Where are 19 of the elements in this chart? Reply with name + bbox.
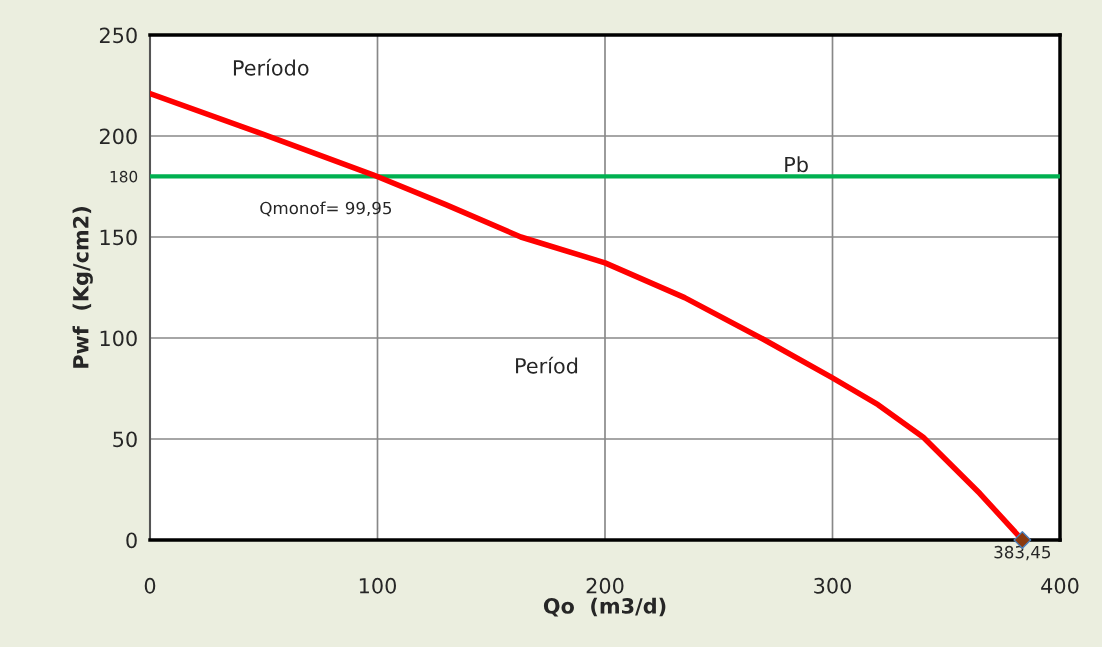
annotation: Período bbox=[233, 58, 309, 76]
y-tick-label: 100 bbox=[100, 330, 137, 347]
y-tick-label: 150 bbox=[100, 229, 137, 246]
x-tick-label: 300 bbox=[814, 577, 851, 594]
y-tick-label: 0 bbox=[126, 532, 137, 549]
x-tick-label: 100 bbox=[359, 577, 396, 594]
annotation: Qmonof= 99,95 bbox=[260, 201, 392, 217]
annotation: Períod bbox=[516, 356, 578, 374]
x-tick-label: 200 bbox=[586, 577, 624, 594]
y-tick-label: 180 bbox=[110, 170, 138, 183]
x-tick-label: 0 bbox=[144, 577, 156, 594]
x-tick-label: 400 bbox=[1041, 577, 1079, 594]
x-axis-title: Qo (m3/d) bbox=[543, 597, 666, 617]
y-tick-label: 200 bbox=[99, 128, 137, 145]
y-tick-label: 50 bbox=[113, 431, 137, 448]
y-axis-title: Pwf (Kg/cm2) bbox=[72, 207, 93, 368]
ref-line-label: Pb bbox=[785, 156, 808, 173]
y-tick-label: 250 bbox=[99, 27, 137, 44]
annotation: 383,45 bbox=[994, 545, 1051, 561]
